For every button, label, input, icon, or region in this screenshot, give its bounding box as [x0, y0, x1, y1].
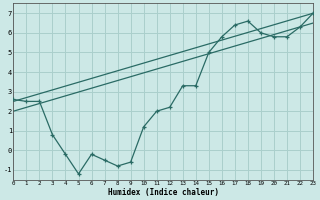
X-axis label: Humidex (Indice chaleur): Humidex (Indice chaleur) [108, 188, 219, 197]
